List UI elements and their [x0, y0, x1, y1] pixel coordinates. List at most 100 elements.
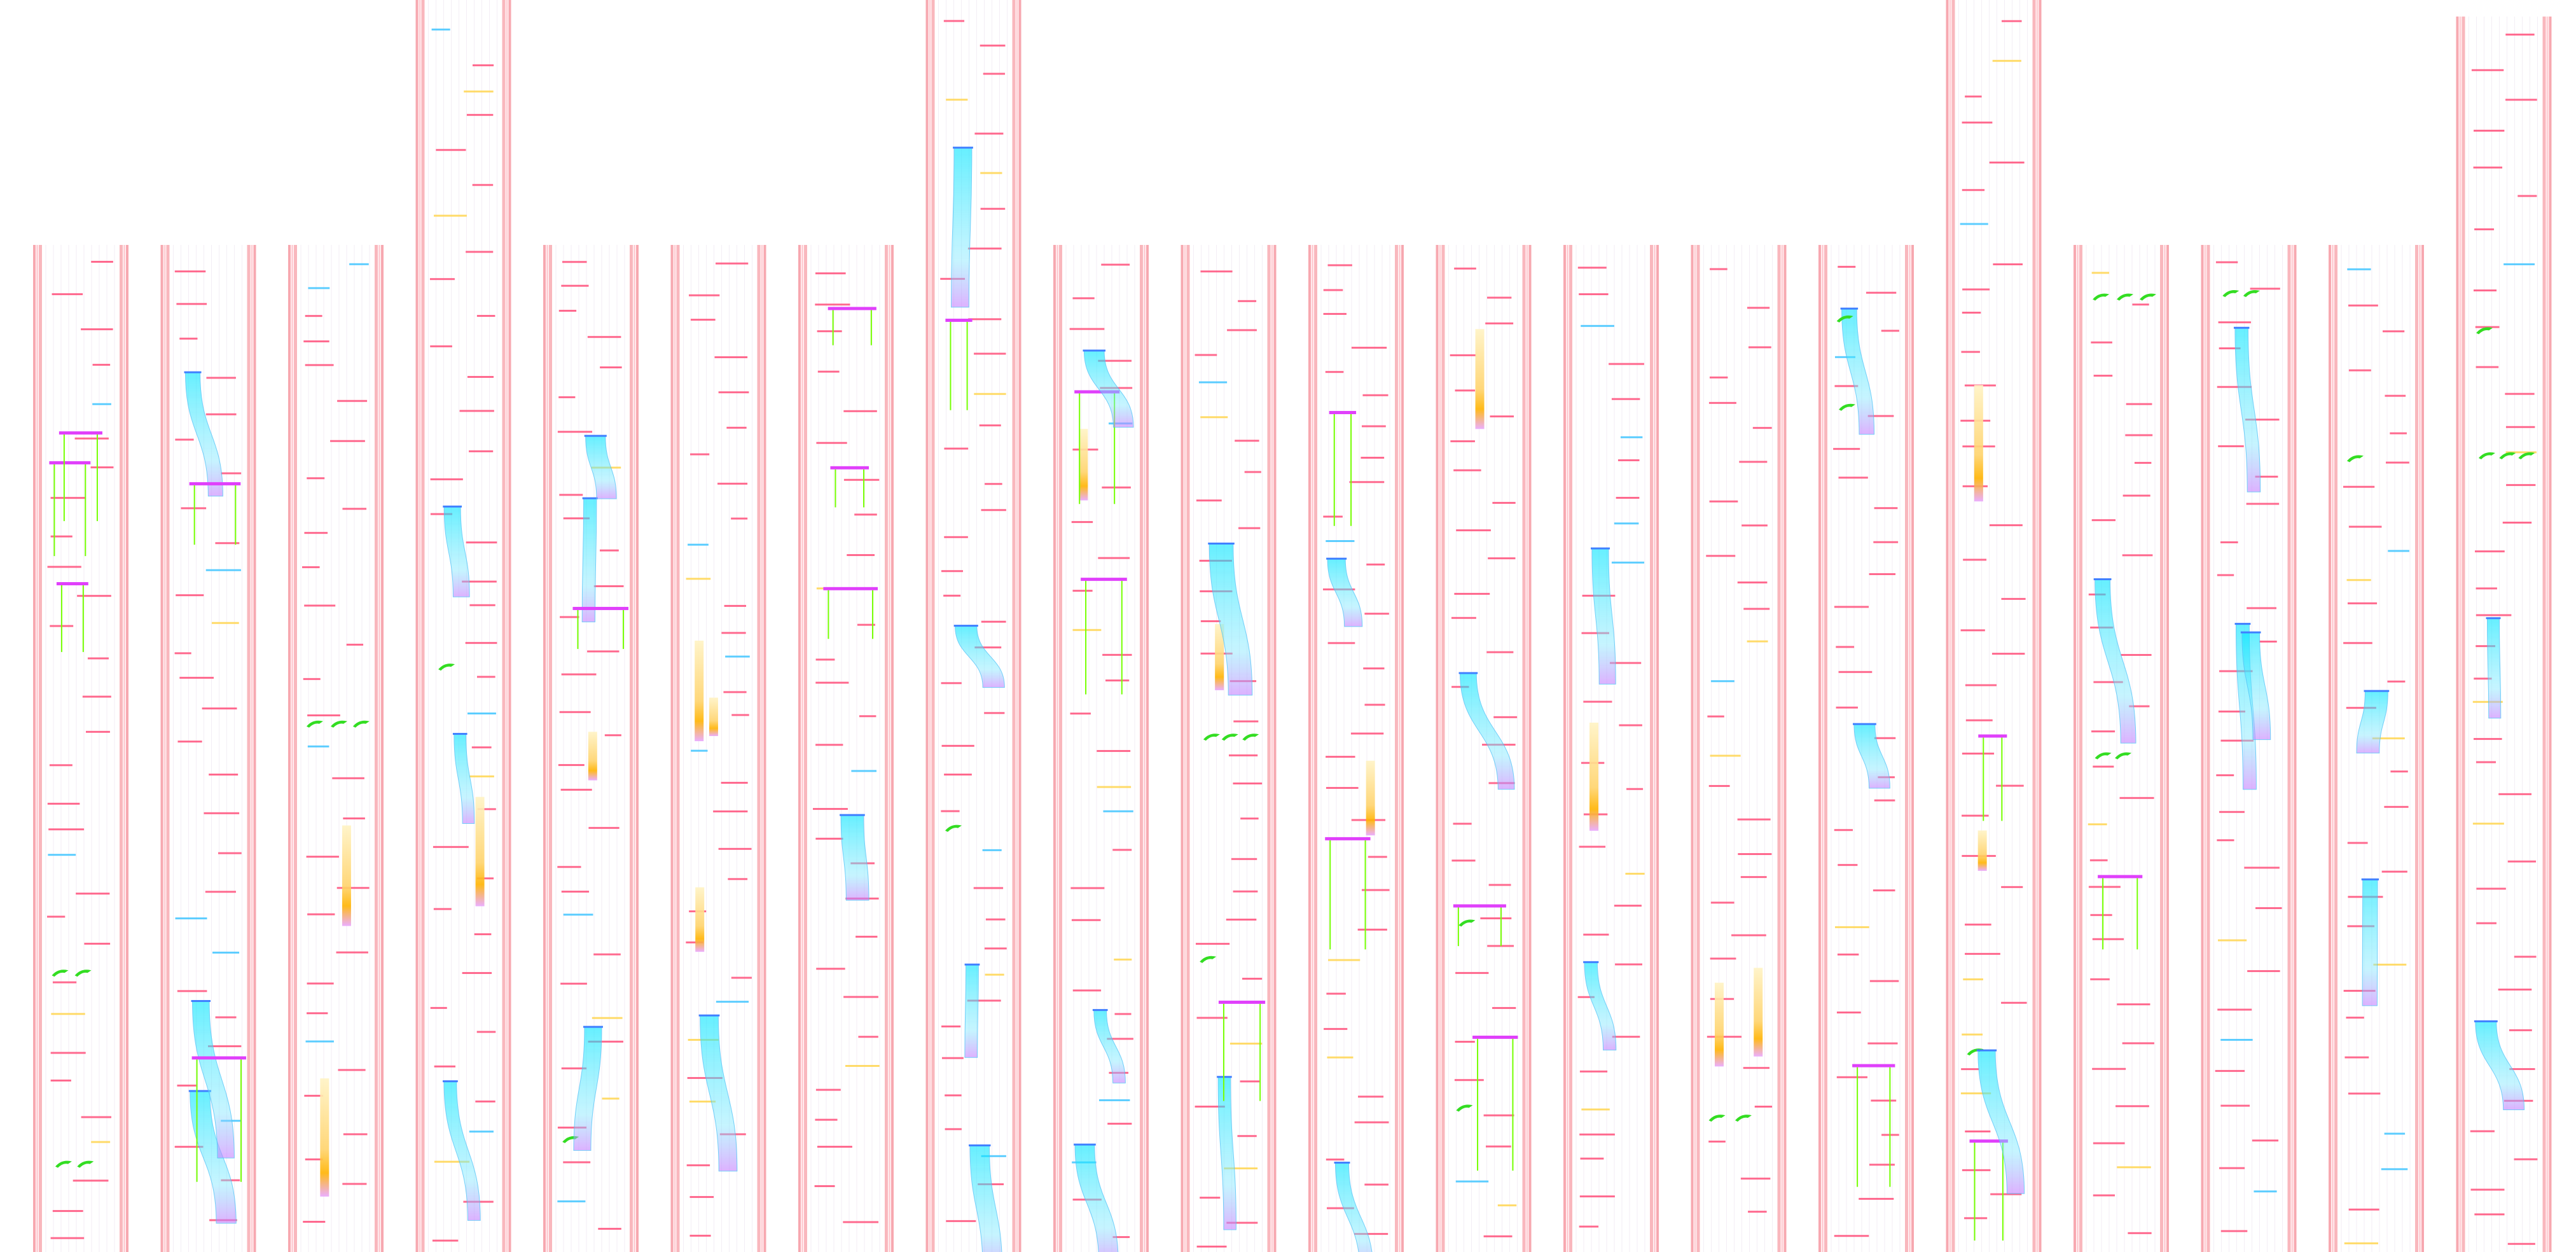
ribbon-cap [1591, 547, 1610, 550]
arrow [2117, 293, 2134, 301]
label [688, 294, 720, 296]
label [1834, 356, 1855, 358]
label [1838, 671, 1873, 673]
label [2218, 321, 2251, 324]
label [330, 440, 365, 442]
label [985, 918, 1006, 921]
label [2348, 304, 2378, 307]
label [1453, 469, 1481, 471]
label [1453, 823, 1472, 825]
column-background [2074, 245, 2169, 1252]
label [1709, 376, 1728, 379]
ribbon-cap [1583, 961, 1599, 963]
column-border [1016, 0, 1018, 1252]
label [815, 658, 835, 661]
label [1102, 653, 1132, 656]
bar [823, 587, 878, 590]
label [845, 1065, 880, 1068]
label [984, 947, 1007, 950]
column-background [415, 0, 511, 1252]
column-border [1395, 245, 1398, 1252]
label [429, 278, 455, 281]
label [2220, 1039, 2253, 1041]
label [466, 541, 497, 544]
label [2125, 434, 2153, 436]
label [476, 877, 494, 880]
label [593, 953, 621, 956]
label [1229, 1042, 1263, 1045]
label [1579, 1133, 1615, 1136]
label [1577, 267, 1607, 269]
column-border [120, 245, 123, 1252]
column [798, 245, 894, 1252]
label [716, 1001, 749, 1003]
bar [59, 431, 102, 435]
label [1869, 1164, 1895, 1166]
label [2250, 288, 2280, 290]
label [2505, 33, 2535, 36]
label [814, 1185, 835, 1187]
label [2134, 462, 2152, 464]
arrow [438, 664, 455, 671]
column [160, 245, 256, 1252]
label [560, 788, 592, 791]
label [2122, 1042, 2154, 1045]
label [176, 594, 204, 597]
label [1195, 943, 1230, 945]
column-border [2077, 245, 2079, 1252]
label [815, 303, 850, 306]
column-border [2456, 17, 2459, 1252]
ribbon [2234, 328, 2261, 492]
label [1326, 992, 1346, 995]
label [205, 569, 241, 571]
arrow [77, 1160, 94, 1168]
ribbon [443, 1081, 481, 1221]
label [349, 263, 369, 265]
label [690, 453, 710, 456]
label [2347, 925, 2375, 928]
column-background [1946, 0, 2042, 1252]
label [2122, 554, 2153, 557]
label [1242, 977, 1263, 980]
block [695, 641, 704, 742]
label [1838, 265, 1856, 268]
label [2388, 550, 2409, 552]
label [1833, 448, 1860, 450]
label [604, 734, 621, 737]
label [1619, 724, 1642, 727]
label [815, 1118, 838, 1121]
ribbon-cap [2486, 617, 2501, 620]
label [92, 403, 111, 405]
label [588, 1040, 623, 1043]
label [202, 707, 237, 710]
label [1960, 1092, 1991, 1095]
bar [1472, 1035, 1518, 1039]
label [1960, 629, 1985, 632]
column-border [543, 245, 546, 1252]
label [1748, 1211, 1767, 1213]
label [1965, 923, 1991, 926]
ribbon [2362, 879, 2378, 1006]
label [434, 1065, 456, 1068]
label [1450, 440, 1475, 443]
label [179, 337, 198, 340]
column-border [1181, 245, 1184, 1252]
label [1327, 1207, 1354, 1209]
arrow [2243, 290, 2260, 298]
label [843, 410, 877, 412]
label [82, 695, 111, 698]
label [1354, 1121, 1389, 1123]
column-border [36, 245, 38, 1252]
ribbon [585, 436, 617, 499]
column-border [1946, 0, 1949, 1252]
label [1834, 829, 1853, 831]
label [726, 426, 747, 429]
column-border [676, 245, 680, 1252]
column-border [1781, 245, 1783, 1252]
label [1485, 1145, 1511, 1148]
column-border [2459, 17, 2462, 1252]
column-border [891, 245, 894, 1252]
label [1748, 346, 1771, 349]
column-border [1441, 245, 1445, 1252]
label [1361, 456, 1385, 459]
